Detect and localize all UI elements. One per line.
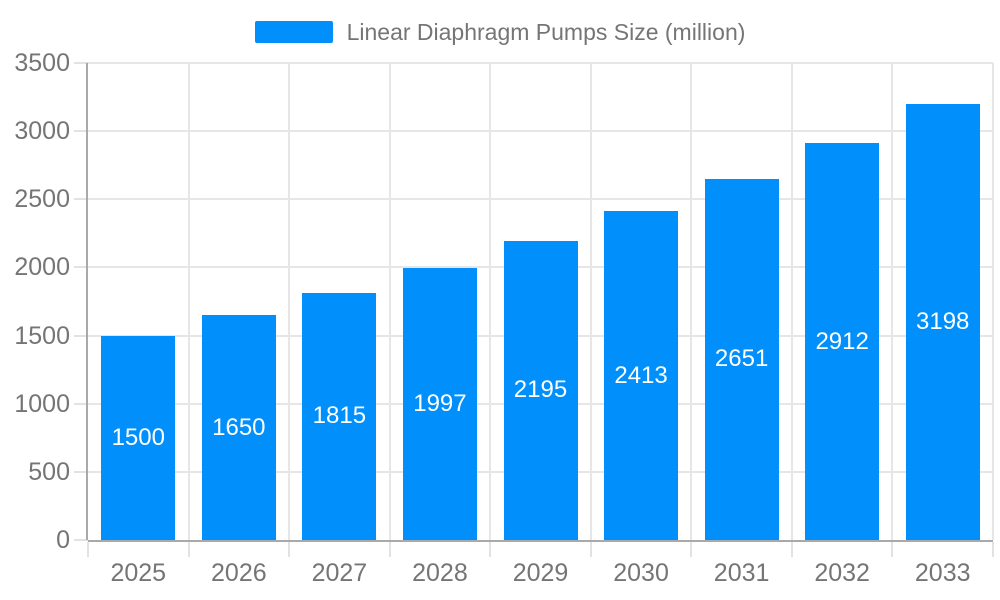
x-axis-tick-label: 2033 <box>914 559 971 587</box>
bar-value-label: 2912 <box>815 327 869 355</box>
x-axis-tick <box>87 542 89 557</box>
x-axis-tick-label: 2031 <box>713 559 770 587</box>
bar-value-label: 1997 <box>413 389 467 417</box>
x-axis-tick <box>891 542 894 557</box>
gridline-vertical <box>992 63 994 540</box>
y-axis-tick-label: 2000 <box>14 253 70 282</box>
gridline-vertical <box>489 63 492 540</box>
x-axis-tick-label: 2025 <box>110 559 167 587</box>
gridline-horizontal <box>88 198 993 201</box>
x-axis-tick <box>589 542 592 557</box>
bar[interactable]: 2912 <box>805 143 880 540</box>
bar-value-label: 2413 <box>614 361 668 389</box>
bar-value-label: 2651 <box>714 345 769 373</box>
x-axis-tick-label: 2030 <box>613 559 669 587</box>
x-axis-tick <box>288 542 291 557</box>
gridline-vertical <box>388 63 391 540</box>
bar[interactable]: 2195 <box>503 240 578 540</box>
bar[interactable]: 1997 <box>402 267 477 540</box>
y-axis-tick <box>74 334 88 337</box>
gridline-horizontal <box>88 130 993 133</box>
y-axis-tick-label: 500 <box>28 457 70 486</box>
bar[interactable]: 2651 <box>704 178 779 540</box>
gridline-vertical <box>790 63 793 540</box>
x-axis-tick-label: 2032 <box>814 559 870 587</box>
y-axis-tick-label: 0 <box>56 526 70 554</box>
x-axis-tick <box>187 542 190 557</box>
bar[interactable]: 1815 <box>302 292 377 540</box>
x-axis-tick <box>790 542 793 557</box>
bar-value-label: 1650 <box>212 413 266 441</box>
y-axis-tick-label: 3500 <box>14 49 70 77</box>
bar-value-label: 1500 <box>111 423 165 451</box>
y-axis-tick-label: 1500 <box>14 321 70 350</box>
y-axis-tick-label: 2500 <box>14 185 70 214</box>
gridline-vertical <box>891 63 894 540</box>
bar-value-label: 3198 <box>916 308 970 336</box>
y-axis-tick-label: 3000 <box>14 117 70 146</box>
gridline-vertical <box>589 63 592 540</box>
x-axis-tick <box>992 542 994 557</box>
x-axis-tick <box>388 542 391 557</box>
legend-swatch <box>254 21 333 43</box>
y-axis-tick <box>74 130 88 133</box>
gridline-vertical <box>690 63 693 540</box>
x-axis-line <box>88 540 993 542</box>
gridline-vertical <box>187 63 190 540</box>
x-axis-tick-label: 2028 <box>412 559 468 587</box>
bar[interactable]: 2413 <box>604 211 679 540</box>
legend-label: Linear Diaphragm Pumps Size (million) <box>346 18 746 45</box>
y-axis-tick <box>74 198 88 201</box>
bar[interactable]: 3198 <box>905 104 980 540</box>
y-axis-line <box>86 63 88 540</box>
chart-legend[interactable]: Linear Diaphragm Pumps Size (million) <box>0 18 1000 45</box>
y-axis-tick <box>74 470 88 473</box>
x-axis-tick-label: 2029 <box>512 559 569 587</box>
x-axis-tick <box>690 542 693 557</box>
y-axis-tick <box>74 62 88 64</box>
y-axis-tick-label: 1000 <box>14 389 70 418</box>
y-axis-tick <box>74 402 88 405</box>
x-axis-tick-label: 2027 <box>311 559 368 587</box>
y-axis-tick <box>74 539 88 541</box>
bar-value-label: 1815 <box>312 402 367 430</box>
bar[interactable]: 1500 <box>101 335 176 540</box>
bar[interactable]: 1650 <box>201 315 276 540</box>
gridline-vertical <box>288 63 291 540</box>
bar-value-label: 2195 <box>513 376 568 404</box>
y-axis-tick <box>74 266 88 269</box>
x-axis-tick <box>489 542 492 557</box>
gridline-horizontal <box>88 62 993 64</box>
x-axis-tick-label: 2026 <box>211 559 267 587</box>
